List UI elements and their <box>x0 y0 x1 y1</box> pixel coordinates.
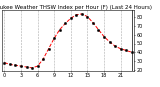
Title: Milwaukee Weather THSW Index per Hour (F) (Last 24 Hours): Milwaukee Weather THSW Index per Hour (F… <box>0 5 152 10</box>
